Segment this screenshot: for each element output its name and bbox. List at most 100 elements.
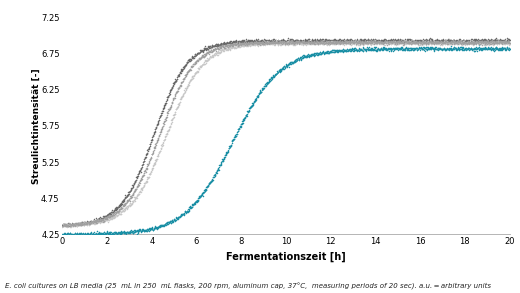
Point: [172, 79, 180, 83]
Point: [273, 38, 281, 43]
Point: [250, 40, 258, 45]
Point: [62, 222, 70, 227]
Point: [114, 213, 122, 218]
Point: [210, 43, 218, 48]
Point: [350, 39, 359, 44]
Point: [286, 40, 294, 45]
Point: [318, 40, 326, 44]
Point: [439, 38, 448, 43]
Point: [471, 41, 479, 46]
Point: [378, 47, 386, 52]
Point: [167, 121, 175, 125]
Point: [482, 39, 490, 44]
Point: [257, 40, 266, 45]
Point: [486, 39, 494, 44]
Point: [393, 46, 401, 51]
Point: [151, 226, 159, 231]
Point: [163, 110, 171, 115]
Point: [391, 40, 399, 45]
Point: [430, 49, 438, 53]
Point: [471, 49, 479, 53]
Point: [401, 39, 409, 44]
Point: [289, 38, 297, 42]
Point: [492, 40, 500, 44]
Point: [336, 40, 345, 44]
Point: [288, 38, 296, 42]
Point: [351, 39, 359, 44]
Point: [297, 40, 306, 45]
Point: [335, 38, 344, 43]
Point: [102, 215, 110, 219]
Point: [215, 46, 224, 50]
Point: [148, 224, 156, 229]
Point: [167, 87, 175, 91]
Point: [110, 215, 119, 219]
Point: [449, 39, 458, 43]
Point: [260, 84, 268, 89]
Point: [215, 42, 224, 47]
Point: [126, 196, 134, 200]
Point: [487, 39, 496, 43]
Point: [367, 46, 375, 51]
Point: [429, 40, 437, 45]
Point: [353, 40, 361, 45]
Point: [324, 38, 332, 42]
Point: [96, 217, 105, 222]
Point: [282, 39, 290, 44]
Point: [480, 40, 489, 45]
Point: [258, 40, 267, 45]
Point: [265, 38, 274, 43]
Point: [73, 231, 81, 236]
Point: [322, 41, 330, 46]
Point: [378, 40, 386, 45]
Point: [162, 221, 171, 226]
Point: [482, 38, 490, 42]
Point: [134, 172, 142, 177]
Point: [312, 40, 320, 44]
Point: [288, 60, 296, 65]
Point: [109, 215, 118, 220]
Point: [444, 41, 452, 45]
Point: [387, 46, 395, 51]
Point: [486, 38, 495, 43]
Point: [501, 39, 509, 43]
Point: [136, 189, 145, 194]
Point: [170, 113, 178, 118]
Point: [424, 38, 432, 43]
Point: [379, 40, 387, 45]
Point: [344, 40, 353, 44]
Point: [422, 39, 430, 44]
Point: [422, 37, 430, 41]
Point: [429, 41, 437, 46]
Point: [504, 39, 512, 44]
Point: [125, 229, 134, 234]
Point: [501, 48, 509, 52]
Point: [466, 40, 475, 45]
Point: [264, 40, 272, 45]
Point: [317, 40, 326, 45]
Point: [413, 38, 421, 42]
Point: [490, 40, 499, 45]
Point: [68, 222, 76, 226]
Point: [264, 41, 272, 45]
Point: [142, 152, 151, 156]
Point: [201, 52, 209, 57]
Point: [268, 39, 276, 44]
Point: [154, 134, 163, 139]
Point: [503, 45, 511, 50]
Point: [214, 46, 222, 51]
Point: [192, 70, 200, 75]
Point: [259, 41, 268, 46]
Point: [210, 48, 218, 53]
Point: [115, 207, 124, 212]
Point: [395, 47, 404, 52]
Point: [476, 40, 485, 45]
Point: [499, 46, 508, 50]
Point: [335, 42, 343, 46]
Point: [335, 48, 343, 53]
Point: [88, 219, 96, 224]
Point: [290, 60, 298, 65]
Point: [193, 70, 202, 75]
Point: [472, 38, 480, 43]
Point: [172, 217, 180, 222]
